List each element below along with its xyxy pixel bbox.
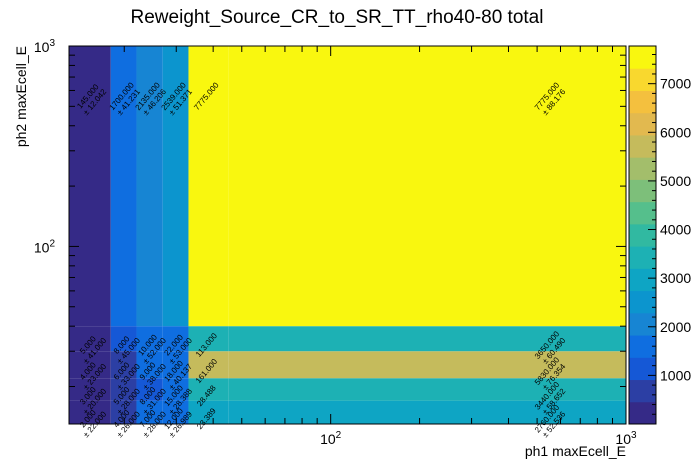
heatmap-cell	[188, 351, 229, 379]
colorbar-segment	[629, 335, 656, 358]
heatmap-cell	[110, 351, 137, 379]
heatmap-cell	[69, 378, 111, 401]
heatmap-cell	[69, 351, 111, 379]
x-axis-label: ph1 maxEcell_E	[525, 443, 626, 459]
heatmap-cell	[162, 326, 189, 352]
heatmap-cell	[188, 326, 229, 352]
colorbar-segment	[629, 179, 656, 203]
heatmap-cell	[110, 400, 137, 424]
colorbar-segment	[629, 90, 656, 114]
x-tick-exponent: 2	[336, 430, 342, 441]
heatmap-cell	[228, 326, 626, 352]
heatmap-cell	[136, 378, 163, 401]
heatmap-cell	[188, 378, 229, 401]
colorbar-tick-label: 1000	[660, 367, 691, 383]
colorbar-tick-label: 4000	[660, 222, 691, 238]
colorbar-tick-label: 3000	[660, 270, 691, 286]
colorbar-segment	[629, 134, 656, 158]
heatmap-cell	[110, 46, 137, 327]
heatmap-cell	[228, 46, 626, 327]
colorbar-segment	[629, 268, 656, 292]
colorbar-tick-label: 2000	[660, 319, 691, 335]
colorbar-segment	[629, 157, 656, 180]
color-scale-bar: 1000 2000 3000 4000 5000 6000 7000	[628, 45, 691, 425]
heatmap-cell	[162, 378, 189, 401]
heatmap-cell	[228, 400, 626, 424]
heatmap-cell	[188, 46, 229, 327]
heatmap-cell	[188, 400, 229, 424]
colorbar-segment	[629, 290, 656, 314]
y-axis-label: ph2 maxEcell_E	[13, 46, 29, 147]
colorbar-segment	[629, 46, 656, 69]
colorbar-segment	[629, 112, 656, 136]
colorbar-segment	[629, 223, 656, 247]
heatmap-cell	[110, 378, 137, 401]
colorbar-segment	[629, 401, 656, 425]
heatmap-cells	[69, 46, 626, 424]
heatmap-cell	[228, 351, 626, 379]
heatmap-cell	[69, 326, 111, 352]
heatmap-cell	[162, 400, 189, 424]
colorbar-segment	[629, 246, 656, 269]
chart-title: Reweight_Source_CR_to_SR_TT_rho40-80 tot…	[131, 7, 544, 28]
colorbar-tick-label: 6000	[660, 124, 691, 140]
heatmap-cell	[136, 400, 163, 424]
heatmap-cell	[162, 46, 189, 327]
heatmap-cell	[228, 378, 626, 401]
colorbar-segment	[629, 201, 656, 225]
x-tick-exponent: 3	[631, 430, 637, 441]
heatmap-cell	[110, 326, 137, 352]
heatmap-cell	[136, 46, 163, 327]
heatmap-cell	[136, 326, 163, 352]
y-tick-exponent: 2	[49, 238, 55, 249]
colorbar-segment	[629, 312, 656, 336]
plot-frame	[68, 45, 627, 425]
colorbar-tick-label: 5000	[660, 173, 691, 189]
colorbar-tick-label: 7000	[660, 76, 691, 92]
y-tick-label: 103	[34, 38, 56, 55]
colorbar-segment	[629, 379, 656, 403]
heatmap-cell	[136, 351, 163, 379]
colorbar-segment	[629, 68, 656, 91]
colorbar-segment	[629, 357, 656, 381]
heatmap-cell	[69, 400, 111, 424]
y-tick-label: 102	[34, 238, 56, 255]
heatmap-cell	[162, 351, 189, 379]
colorbar-frame	[628, 45, 657, 425]
x-tick-label: 102	[320, 430, 342, 447]
heatmap-cell	[69, 46, 111, 327]
y-tick-exponent: 3	[49, 38, 55, 49]
